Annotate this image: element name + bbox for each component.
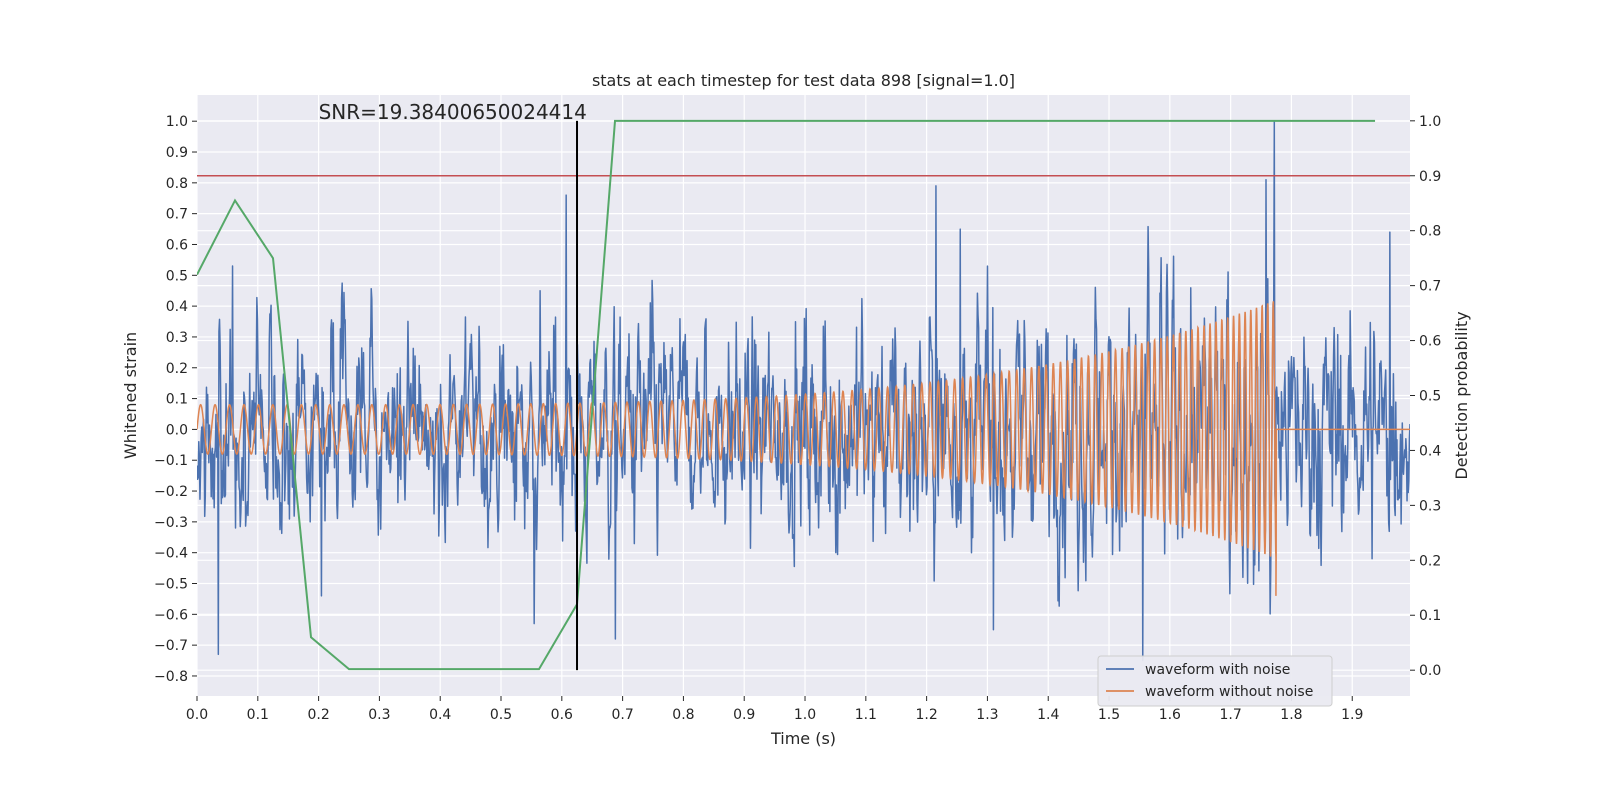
x-tick-label: 0.8 (672, 707, 694, 723)
x-tick-label: 0.7 (611, 707, 633, 723)
y-tick-label: −0.4 (154, 546, 188, 562)
series-waveform-without-noise (197, 301, 1410, 596)
x-tick-label: 0.5 (490, 707, 512, 723)
snr-annotation: SNR=19.38400650024414 (319, 100, 587, 124)
x-tick-label: 1.8 (1280, 707, 1302, 723)
y2-tick-label: 0.0 (1419, 663, 1441, 679)
x-tick-label: 1.0 (794, 707, 816, 723)
y2-tick-label: 0.1 (1419, 608, 1441, 624)
y2-tick-label: 1.0 (1419, 114, 1441, 130)
y-tick-label: 0.3 (166, 330, 188, 346)
y-tick-label: 0.8 (166, 176, 188, 192)
y-tick-label: 0.7 (166, 207, 188, 223)
y2-tick-label: 0.3 (1419, 498, 1441, 514)
y-tick-label: −0.2 (154, 484, 188, 500)
y-tick-label: −0.8 (154, 669, 188, 685)
x-tick-label: 1.3 (976, 707, 998, 723)
x-tick-label: 1.7 (1220, 707, 1242, 723)
y-tick-label: −0.5 (154, 577, 188, 593)
y-tick-label: −0.7 (154, 638, 188, 654)
legend-entry-clean: waveform without noise (1145, 684, 1313, 700)
y2-tick-label: 0.9 (1419, 169, 1441, 185)
x-tick-label: 0.6 (551, 707, 573, 723)
y-axis-label: Whitened strain (121, 332, 140, 459)
chart-title: stats at each timestep for test data 898… (592, 71, 1015, 90)
y-tick-label: 0.4 (166, 299, 188, 315)
x-tick-label: 0.9 (733, 707, 755, 723)
x-tick-label: 1.2 (915, 707, 937, 723)
y-tick-label: −0.3 (154, 515, 188, 531)
legend-box (1097, 655, 1333, 707)
y2-tick-label: 0.8 (1419, 224, 1441, 240)
series-detection-probability (197, 119, 1376, 671)
x-tick-label: 1.6 (1159, 707, 1181, 723)
x-tick-label: 0.1 (247, 707, 269, 723)
y-tick-label: 0.5 (166, 268, 188, 284)
y2-tick-label: 0.2 (1419, 553, 1441, 569)
x-tick-label: 0.3 (368, 707, 390, 723)
x-tick-label: 0.2 (307, 707, 329, 723)
axes: 0.0 0.1 0.2 0.3 0.4 0.5 0.6 0.7 0.8 0.9 1.0 1.1 1.2 1… (154, 114, 1441, 723)
x-tick-label: 0.4 (429, 707, 451, 723)
x-tick-label: 1.5 (1098, 707, 1120, 723)
x-tick-label: 0.0 (186, 707, 208, 723)
y2-axis-label: Detection probability (1452, 311, 1471, 479)
legend: waveform with noise waveform without noi… (1097, 655, 1333, 707)
y-tick-label: −0.1 (154, 453, 188, 469)
x-tick-label: 1.4 (1037, 707, 1059, 723)
y-tick-label: −0.6 (154, 607, 188, 623)
y2-tick-label: 0.4 (1419, 443, 1441, 459)
y-tick-label: 0.0 (166, 422, 188, 438)
y-tick-label: 1.0 (166, 114, 188, 130)
y2-tick-label: 0.7 (1419, 279, 1441, 295)
y2-tick-label: 0.5 (1419, 389, 1441, 405)
x-axis-label: Time (s) (770, 729, 836, 748)
series-layer (197, 119, 1410, 671)
y2-tick-label: 0.6 (1419, 334, 1441, 350)
x-tick-label: 1.1 (855, 707, 877, 723)
y-tick-label: 0.2 (166, 361, 188, 377)
y-tick-label: 0.1 (166, 392, 188, 408)
y-tick-label: 0.6 (166, 237, 188, 253)
y-tick-label: 0.9 (166, 145, 188, 161)
legend-entry-noise: waveform with noise (1145, 662, 1290, 678)
x-tick-label: 1.9 (1341, 707, 1363, 723)
